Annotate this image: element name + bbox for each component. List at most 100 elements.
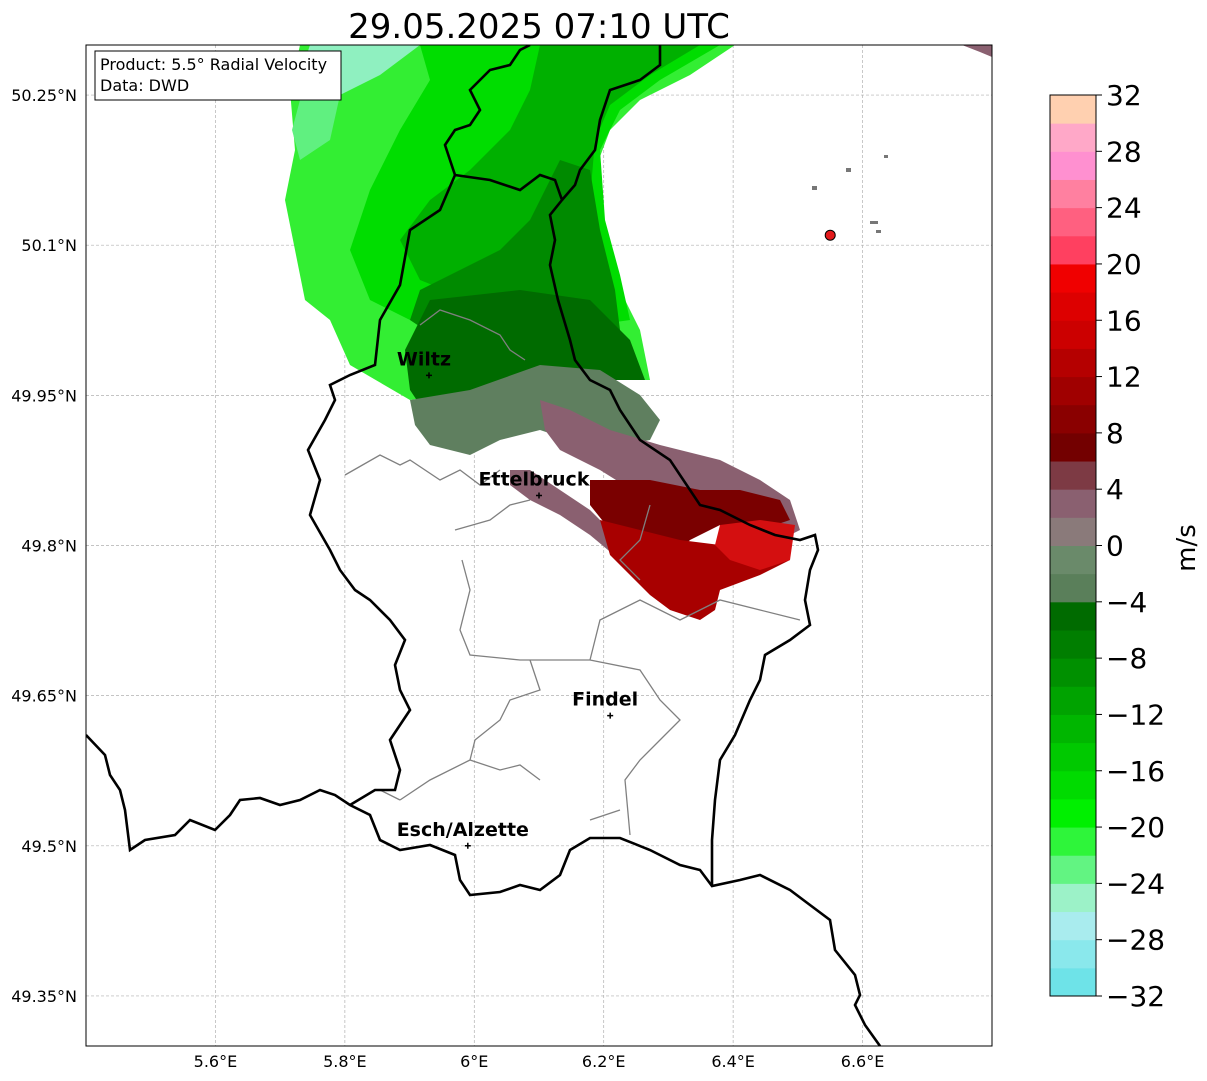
lon-tick-label: 6.6°E (841, 1052, 885, 1071)
lat-tick-label: 49.95°N (11, 386, 77, 405)
colorbar-segment (1050, 798, 1096, 828)
colorbar-label: m/s (1172, 524, 1202, 572)
colorbar-segment (1050, 629, 1096, 659)
lon-tick-label: 6°E (460, 1052, 488, 1071)
info-box: Product: 5.5° Radial Velocity Data: DWD (94, 50, 342, 101)
colorbar-segment (1050, 517, 1096, 546)
city-label: Esch/Alzette (397, 819, 529, 841)
echo-speck (876, 230, 881, 233)
colorbar-segment (1050, 855, 1096, 884)
map-frame (85, 44, 993, 1047)
colorbar-segment (1050, 658, 1096, 687)
city-label: Ettelbruck (479, 468, 590, 490)
lat-tick-label: 49.65°N (11, 687, 77, 706)
echo-red (600, 520, 790, 620)
national-border (86, 734, 882, 1046)
lat-axis: 50.25°N 50.1°N 49.95°N 49.8°N 49.65°N 49.5°N 4… (11, 86, 77, 1006)
city-marker (464, 842, 471, 849)
lat-tick-label: 50.1°N (21, 236, 77, 255)
colorbar-tick-label: −24 (1106, 867, 1165, 900)
lat-tick-label: 49.5°N (21, 837, 77, 856)
colorbar-tick-label: 32 (1106, 79, 1142, 112)
chart-title: 29.05.2025 07:10 UTC (348, 7, 730, 47)
colorbar-segment (1050, 207, 1096, 237)
colorbar-tick-label: −8 (1106, 642, 1147, 675)
colorbar-segment (1050, 489, 1096, 518)
info-box-frame (94, 50, 342, 101)
colorbar-tick-label: 24 (1106, 192, 1142, 225)
lon-tick-label: 6.2°E (582, 1052, 626, 1071)
colorbar-segment (1050, 601, 1096, 631)
colorbar-segment (1050, 235, 1096, 265)
colorbar-segment (1050, 263, 1096, 293)
city-labels: Wiltz Ettelbruck Findel Esch/Alzette (397, 348, 638, 849)
colorbar-segment (1050, 179, 1096, 209)
colorbar-segment (1050, 376, 1096, 406)
colorbar-tick-label: 20 (1106, 248, 1142, 281)
map-area: Wiltz Ettelbruck Findel Esch/Alzette Produc… (11, 44, 993, 1071)
colorbar-segment (1050, 461, 1096, 490)
city-marker (425, 372, 432, 379)
colorbar-tick-label: 12 (1106, 361, 1142, 394)
colorbar: 32 28 24 20 16 12 8 4 0 −4 −8 −12 −16 −20 −24 −28 −32 m/… (1049, 79, 1202, 1013)
national-border (561, 45, 662, 201)
colorbar-segment (1050, 292, 1096, 321)
echo-bright-red (715, 520, 795, 570)
colorbar-segment (1050, 320, 1096, 349)
city-marker (536, 492, 542, 499)
colorbar-segment (1050, 939, 1096, 969)
colorbar-tick-label: −20 (1106, 811, 1165, 844)
colorbar-segments (1050, 95, 1096, 997)
lat-tick-label: 49.35°N (11, 987, 77, 1006)
lon-tick-label: 6.4°E (711, 1052, 755, 1071)
colorbar-segment (1050, 686, 1096, 715)
echo-speck (884, 155, 888, 158)
colorbar-segment (1050, 123, 1096, 152)
colorbar-segment (1050, 911, 1096, 941)
echo-mint-green (292, 95, 340, 160)
city-marker (607, 712, 614, 719)
radar-echoes (285, 45, 992, 620)
colorbar-tick-label: 8 (1106, 417, 1124, 450)
radar-site-marker[interactable] (824, 229, 836, 241)
city-label: Wiltz (397, 348, 451, 370)
colorbar-segment (1050, 432, 1096, 462)
echo-speck (812, 186, 817, 190)
colorbar-segment (1050, 714, 1096, 744)
echo-medium-green (400, 45, 700, 300)
city-label: Findel (572, 689, 638, 711)
colorbar-segment (1050, 95, 1096, 124)
colorbar-tick-label: 0 (1106, 530, 1124, 563)
colorbar-segment (1050, 883, 1096, 913)
echo-speck (846, 168, 851, 172)
colorbar-ticks: 32 28 24 20 16 12 8 4 0 −4 −8 −12 −16 −20 −24 −28 −32 (1096, 79, 1165, 1013)
colorbar-segment (1050, 151, 1096, 180)
colorbar-tick-label: −4 (1106, 586, 1147, 619)
colorbar-segment (1050, 404, 1096, 434)
colorbar-segment (1050, 742, 1096, 772)
colorbar-segment (1050, 770, 1096, 800)
colorbar-tick-label: 4 (1106, 473, 1124, 506)
colorbar-tick-label: −32 (1106, 980, 1165, 1013)
colorbar-tick-label: −16 (1106, 755, 1165, 788)
colorbar-tick-label: −12 (1106, 698, 1165, 731)
echo-darkest-green (405, 290, 645, 420)
lat-tick-label: 50.25°N (11, 86, 77, 105)
canton-boundary (344, 309, 801, 836)
colorbar-segment (1050, 573, 1096, 603)
echo-speck (870, 221, 878, 224)
colorbar-segment (1050, 348, 1096, 378)
lon-axis: 5.6°E 5.8°E 6°E 6.2°E 6.4°E 6.6°E (194, 1052, 885, 1071)
colorbar-segment (1050, 967, 1096, 997)
echo-corner (962, 45, 992, 57)
lat-tick-label: 49.8°N (21, 537, 77, 556)
borders (86, 45, 882, 1046)
colorbar-tick-label: 16 (1106, 304, 1142, 337)
colorbar-segment (1050, 827, 1096, 856)
lon-tick-label: 5.6°E (194, 1052, 238, 1071)
colorbar-tick-label: 28 (1106, 135, 1142, 168)
colorbar-tick-label: −28 (1106, 924, 1165, 957)
national-border (443, 45, 531, 176)
lon-tick-label: 5.8°E (323, 1052, 367, 1071)
